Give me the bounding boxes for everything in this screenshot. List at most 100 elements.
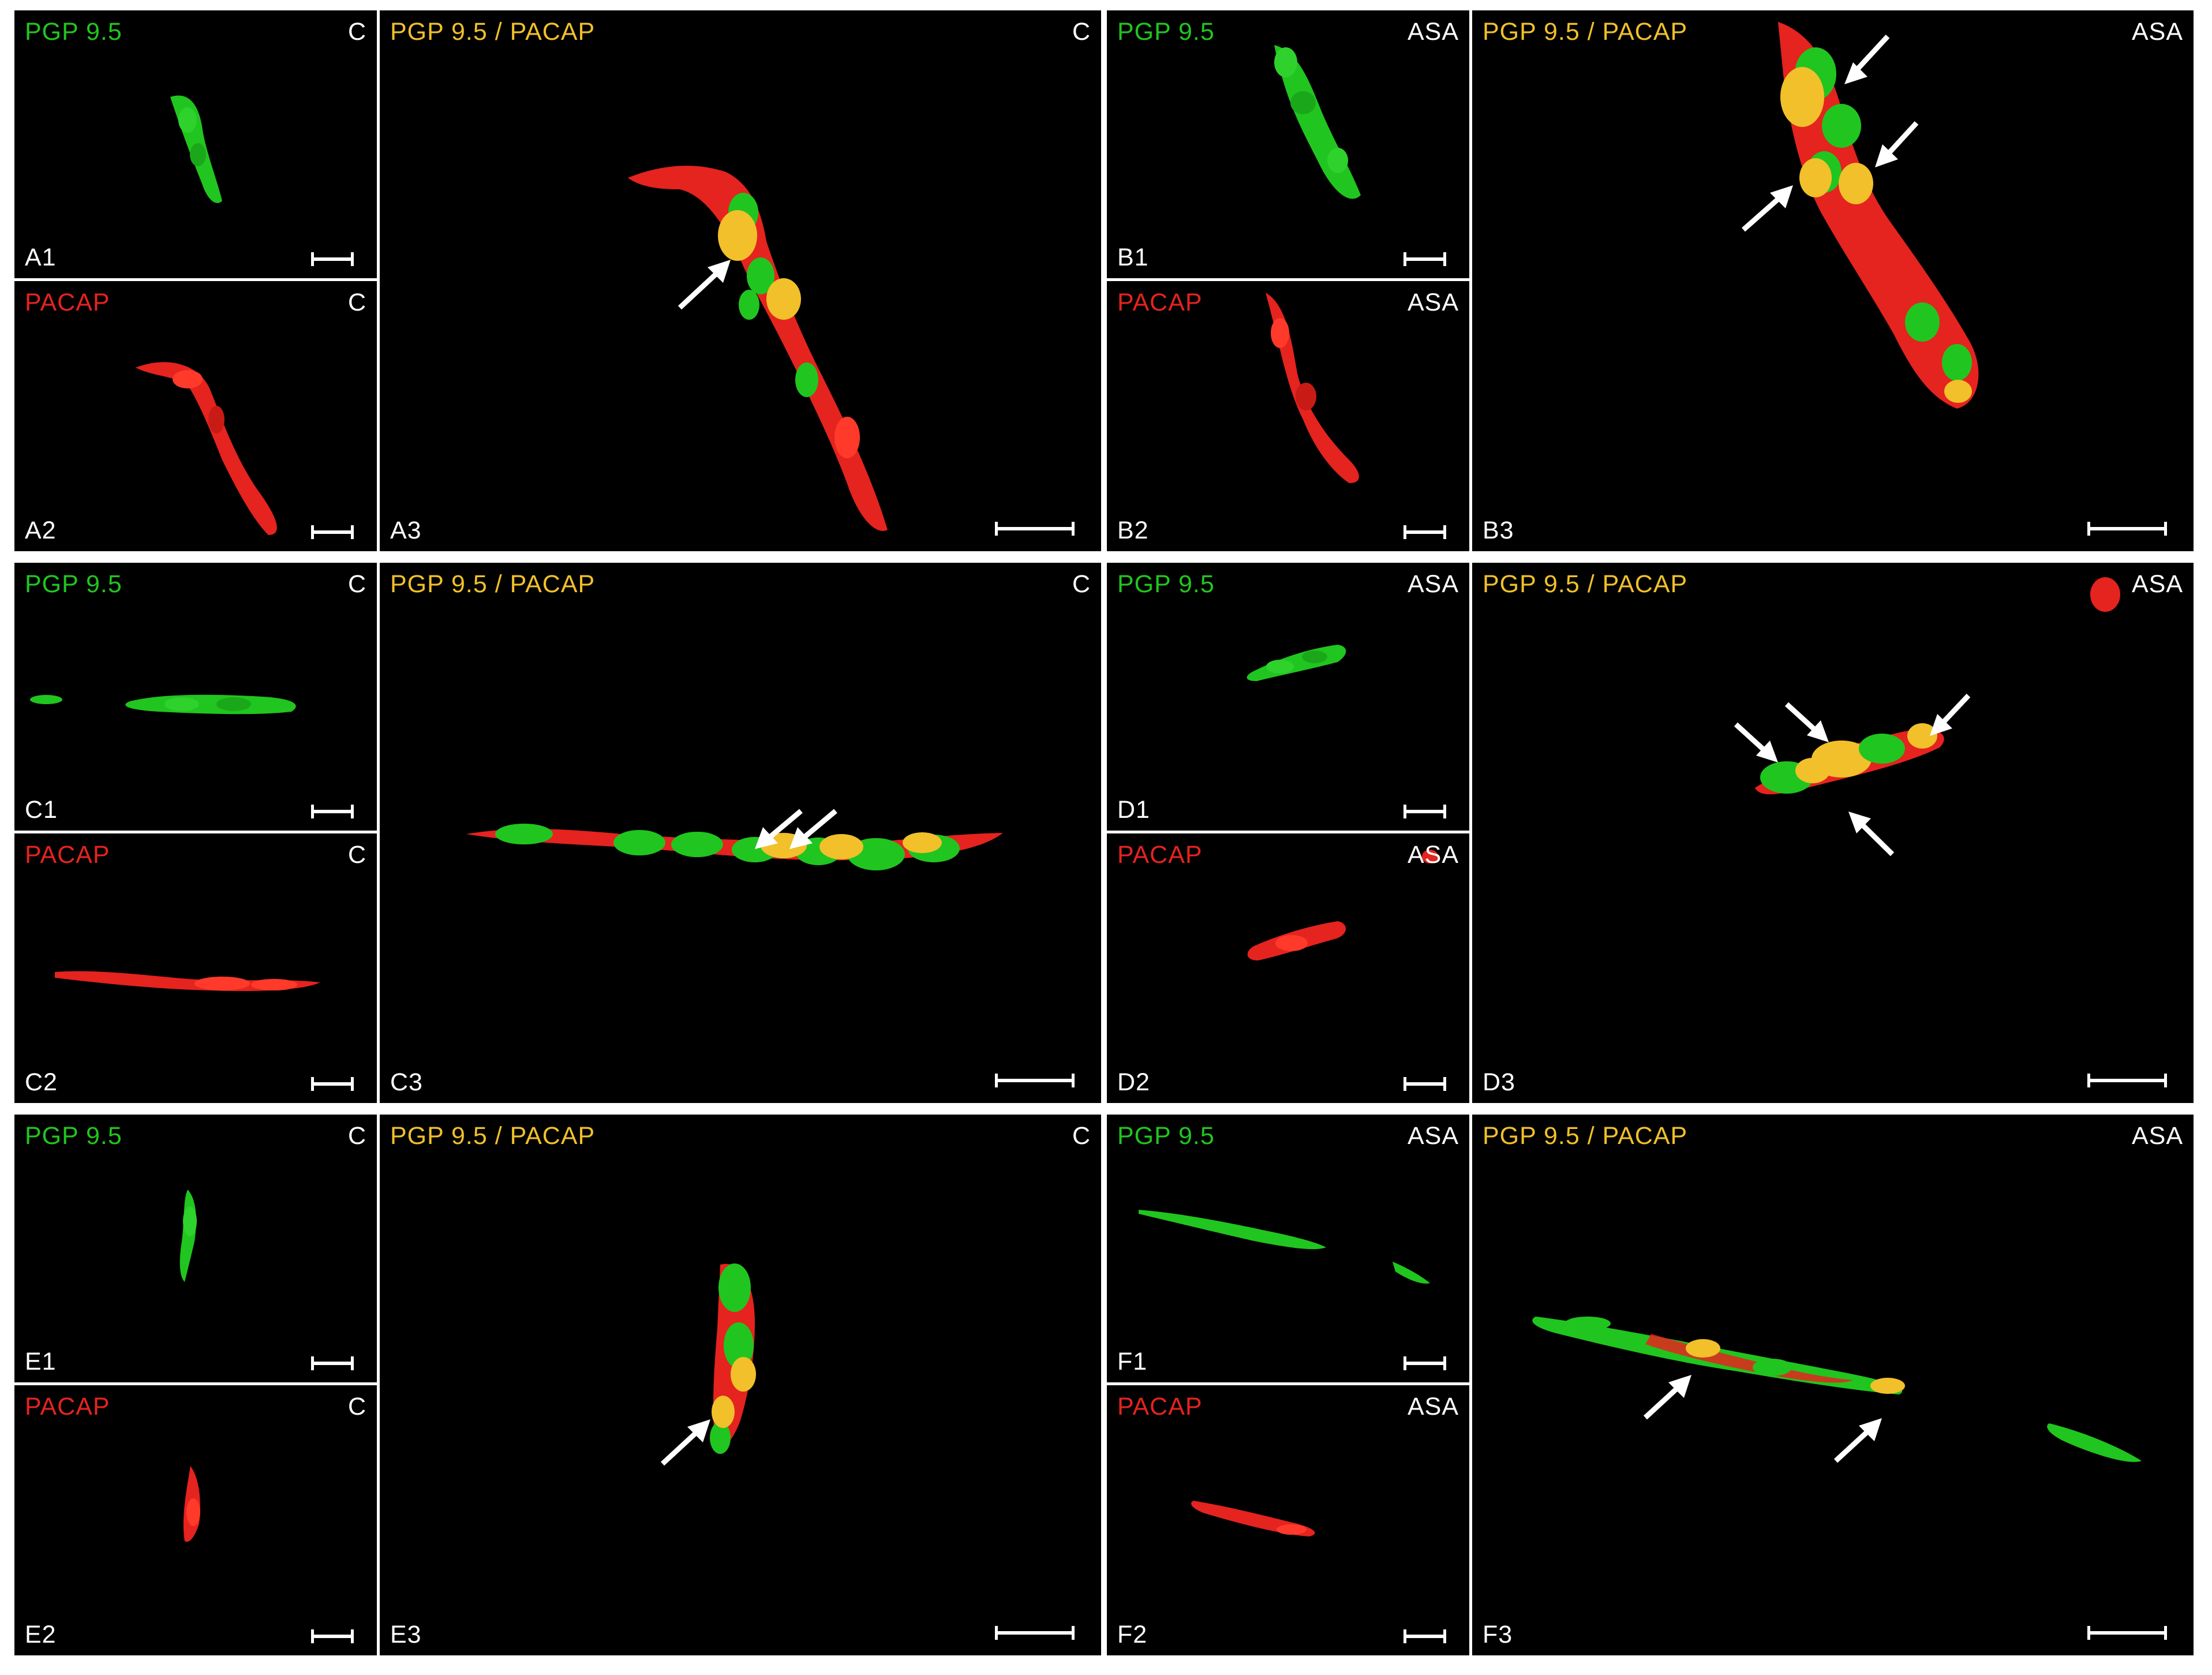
scale-bar <box>311 1077 354 1091</box>
panel-e1: PGP 9.5 C E1 <box>14 1115 377 1382</box>
ganglion-cells <box>30 694 296 715</box>
panel-e2: PACAP C E2 <box>14 1385 377 1655</box>
panel-c1: PGP 9.5 C C1 <box>14 563 377 831</box>
scale-bar <box>2087 1074 2167 1087</box>
group-label: C <box>347 1393 366 1420</box>
panel-c2: PACAP C C2 <box>14 833 377 1103</box>
panel-a3: PGP 9.5 / PACAP C A3 <box>380 10 1101 551</box>
channel-label-pgp: PGP 9.5 <box>1117 570 1215 598</box>
panel-e3: PGP 9.5 / PACAP C E3 <box>380 1115 1101 1655</box>
channel-label-pacap: PACAP <box>1117 841 1203 869</box>
group-label: C <box>1072 18 1091 46</box>
ganglion-cells <box>179 1190 197 1282</box>
panel-c3: PGP 9.5 / PACAP C C3 <box>380 563 1101 1103</box>
channel-label-merge: PGP 9.5 / PACAP <box>1483 570 1688 598</box>
panel-id: F3 <box>1483 1621 1513 1648</box>
panel-id: A2 <box>25 517 57 544</box>
panel-d3: PGP 9.5 / PACAP ASA D3 <box>1472 563 2194 1103</box>
panel-id: A1 <box>25 244 57 271</box>
panel-id: F2 <box>1117 1621 1148 1648</box>
scale-bar <box>311 525 354 539</box>
scale-bar <box>995 1626 1075 1640</box>
arrow-icon <box>660 1419 710 1466</box>
group-label: C <box>1072 570 1091 598</box>
ganglion-cells <box>1778 22 1979 409</box>
scale-bar <box>311 1629 354 1643</box>
panel-f2: PACAP ASA F2 <box>1107 1385 1469 1655</box>
group-label: ASA <box>1407 570 1459 598</box>
channel-label-pgp: PGP 9.5 <box>25 18 122 46</box>
ganglion-cells <box>466 824 1003 870</box>
ganglion-cells <box>1139 1210 1430 1284</box>
ganglion-cells <box>1247 645 1346 681</box>
group-label: ASA <box>1407 841 1459 869</box>
scale-bar <box>1403 1356 1446 1370</box>
channel-label-pacap: PACAP <box>25 1393 110 1420</box>
arrow-icon <box>678 260 731 310</box>
channel-label-pacap: PACAP <box>25 289 110 316</box>
ganglion-cells <box>1532 1317 2142 1462</box>
panel-id: B3 <box>1483 517 1514 544</box>
group-label: C <box>347 570 366 598</box>
scale-bar <box>1403 525 1446 539</box>
channel-label-pgp: PGP 9.5 <box>1117 1122 1215 1150</box>
arrow-icon <box>755 809 837 849</box>
panel-id: C2 <box>25 1068 58 1096</box>
channel-label-pgp: PGP 9.5 <box>25 570 122 598</box>
panel-a1: PGP 9.5 C A1 <box>14 10 377 278</box>
ganglion-cells <box>1266 293 1359 483</box>
panel-f1: PGP 9.5 ASA F1 <box>1107 1115 1469 1382</box>
channel-label-merge: PGP 9.5 / PACAP <box>1483 1122 1688 1150</box>
group-label: ASA <box>1407 1122 1459 1150</box>
panel-id: E2 <box>25 1621 57 1648</box>
channel-label-pacap: PACAP <box>1117 289 1203 316</box>
group-label: ASA <box>2131 1122 2183 1150</box>
scale-bar <box>2087 522 2167 536</box>
panel-id: D1 <box>1117 796 1150 824</box>
panel-id: F1 <box>1117 1348 1148 1375</box>
group-label: C <box>347 289 366 316</box>
group-label: C <box>347 18 366 46</box>
arrow-icon <box>1643 1375 1882 1463</box>
channel-label-merge: PGP 9.5 / PACAP <box>1483 18 1688 46</box>
group-label: ASA <box>1407 1393 1459 1420</box>
scale-bar <box>2087 1626 2167 1640</box>
channel-label-merge: PGP 9.5 / PACAP <box>390 570 596 598</box>
group-label: ASA <box>2131 18 2183 46</box>
ganglion-cells <box>136 362 277 535</box>
panel-id: B1 <box>1117 244 1149 271</box>
group-label: ASA <box>1407 18 1459 46</box>
ganglion-cells <box>1755 577 2120 795</box>
ganglion-cells <box>628 166 888 531</box>
channel-label-pacap: PACAP <box>25 841 110 869</box>
ganglion-cells <box>1191 1501 1315 1536</box>
scale-bar <box>311 1356 354 1370</box>
ganglion-cells <box>55 971 320 992</box>
channel-label-pacap: PACAP <box>1117 1393 1203 1420</box>
panel-id: C1 <box>25 796 58 824</box>
panel-id: E1 <box>25 1348 57 1375</box>
scale-bar <box>1403 805 1446 818</box>
arrow-icon <box>1742 34 1919 232</box>
panel-b3: PGP 9.5 / PACAP ASA B3 <box>1472 10 2194 551</box>
scale-bar <box>311 805 354 818</box>
arrow-icon <box>1734 693 1971 857</box>
scale-bar <box>995 522 1075 536</box>
channel-label-merge: PGP 9.5 / PACAP <box>390 18 596 46</box>
panel-id: C3 <box>390 1068 423 1096</box>
channel-label-pgp: PGP 9.5 <box>1117 18 1215 46</box>
channel-label-merge: PGP 9.5 / PACAP <box>390 1122 596 1150</box>
panel-f3: PGP 9.5 / PACAP ASA F3 <box>1472 1115 2194 1655</box>
ganglion-cells <box>1247 850 1438 960</box>
ganglion-cells <box>1274 45 1361 199</box>
group-label: C <box>1072 1122 1091 1150</box>
group-label: C <box>347 841 366 869</box>
panel-id: B2 <box>1117 517 1149 544</box>
panel-d1: PGP 9.5 ASA D1 <box>1107 563 1469 831</box>
panel-b1: PGP 9.5 ASA B1 <box>1107 10 1469 278</box>
scale-bar <box>1403 1629 1446 1643</box>
group-label: ASA <box>1407 289 1459 316</box>
panel-a2: PACAP C A2 <box>14 281 377 551</box>
panel-id: D3 <box>1483 1068 1515 1096</box>
